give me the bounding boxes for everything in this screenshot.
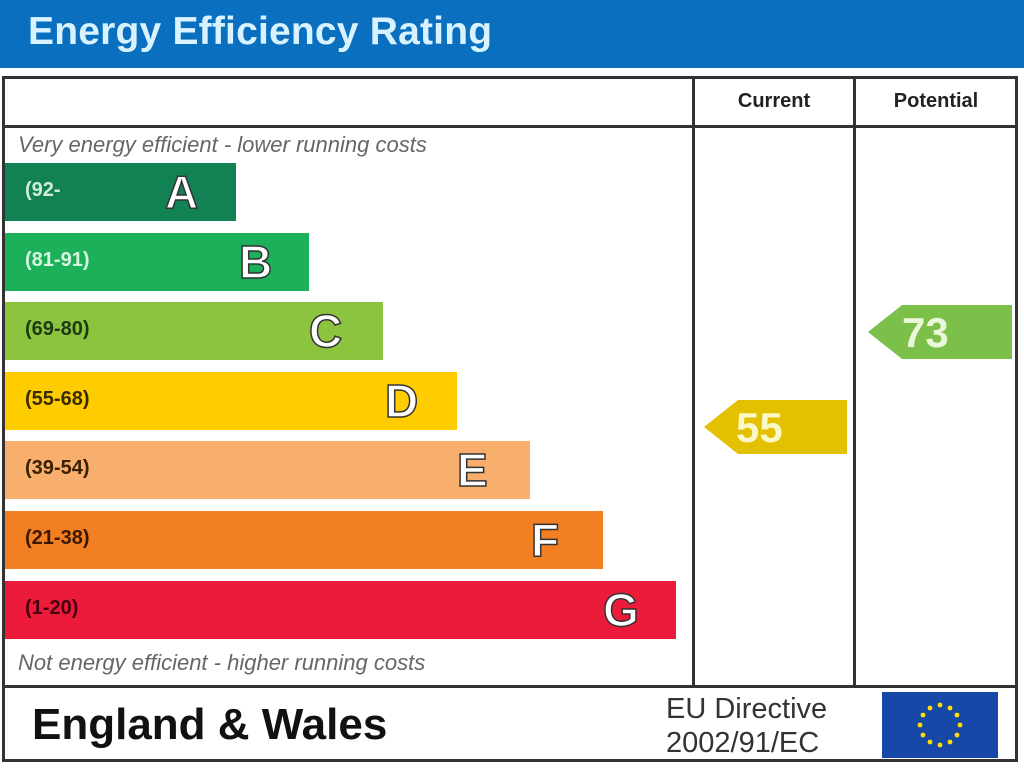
band-range: (39-54)	[25, 457, 90, 479]
eu-directive-line2: 2002/91/EC	[666, 727, 820, 759]
band-letter: B	[238, 235, 273, 289]
footer-divider	[2, 685, 1018, 688]
current-rating-value: 55	[736, 404, 783, 451]
arrow-shape-icon	[704, 400, 847, 454]
region-label: England & Wales	[32, 700, 388, 749]
band-range: (1-20)	[25, 597, 79, 619]
band-letter: D	[384, 374, 419, 428]
band-range: (92-	[25, 179, 61, 201]
page-title: Energy Efficiency Rating	[28, 10, 493, 53]
divider-current	[692, 76, 695, 688]
potential-rating-arrow: 73	[868, 305, 1012, 359]
eu-directive: EU Directive 2002/91/EC	[666, 692, 827, 760]
rating-frame	[2, 76, 1018, 762]
current-rating-arrow: 55	[704, 400, 847, 454]
caption-top: Very energy efficient - lower running co…	[18, 132, 427, 157]
caption-bottom: Not energy efficient - higher running co…	[18, 650, 426, 675]
eu-directive-line1: EU Directive	[666, 693, 828, 725]
band-a: (92- A	[5, 163, 236, 221]
band-letter: C	[308, 304, 343, 358]
band-c: (69-80) C	[5, 302, 383, 360]
potential-rating-value: 73	[902, 309, 949, 356]
title-bar: Energy Efficiency Rating	[0, 0, 1024, 68]
column-potential: Potential	[893, 90, 979, 112]
band-range: (21-38)	[25, 527, 90, 549]
column-current: Current	[737, 90, 811, 112]
band-f: (21-38) F	[5, 511, 603, 569]
eu-stars-icon	[917, 702, 963, 748]
band-letter: A	[164, 165, 199, 219]
band-letter: F	[530, 513, 560, 567]
band-letter: G	[602, 583, 639, 637]
arrow-shape-icon	[868, 305, 1012, 359]
band-b: (81-91) B	[5, 233, 309, 291]
eu-flag-icon	[882, 692, 998, 758]
divider-potential	[853, 76, 856, 688]
band-range: (55-68)	[25, 388, 90, 410]
band-d: (55-68) D	[5, 372, 457, 430]
band-e: (39-54) E	[5, 441, 530, 499]
band-range: (69-80)	[25, 318, 90, 340]
band-range: (81-91)	[25, 249, 90, 271]
band-g: (1-20) G	[5, 581, 676, 639]
band-letter: E	[456, 443, 488, 497]
header-divider	[2, 125, 1018, 128]
